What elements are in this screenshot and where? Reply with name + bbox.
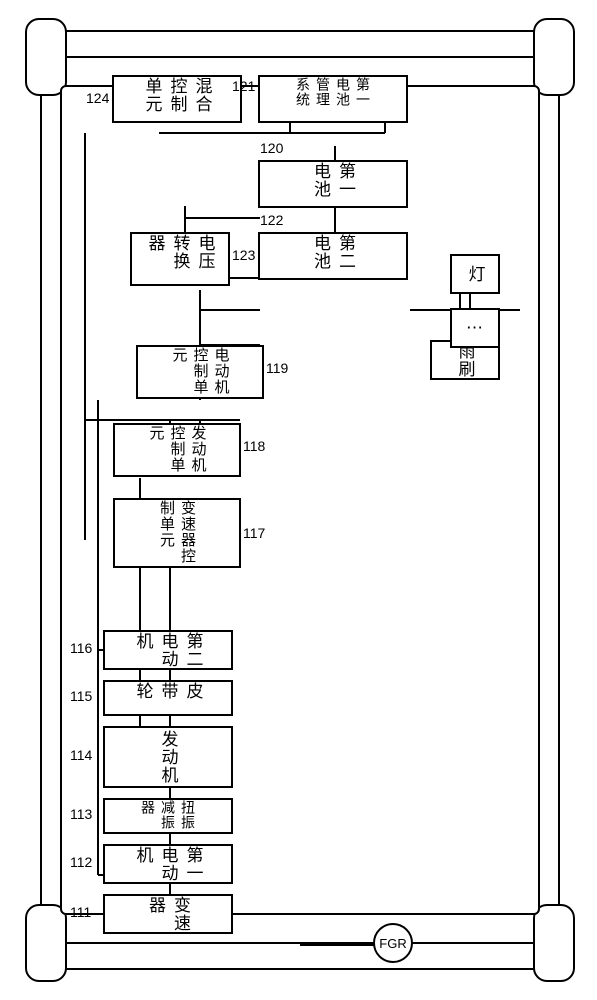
F-pul: 皮带轮 [103,680,233,716]
ft-tr: 变速器 [143,896,193,932]
F-tr: 变速器 [103,894,233,934]
FL121: 121 [232,78,255,94]
ft-m2: 第二电动机 [131,632,206,668]
F-hcu: 混合控制单元 [112,75,242,123]
ft-m1: 第一电动机 [131,846,206,882]
FL120: 120 [260,140,283,156]
diagram-canvas: 121 [0,0,597,1000]
ft-bms: 第一电池管理系统 [293,77,373,121]
F-ecu: 发动机控制单元 [113,423,241,477]
F-eng: 发动机 [103,726,233,788]
F-dmp: 扭振减振器 [103,798,233,834]
F-m2: 第二电动机 [103,630,233,670]
F-bms: 第一电池管理系统 [258,75,408,123]
FL112: 112 [70,854,92,870]
FL118: 118 [243,438,265,454]
ft-dt: ⋯ [466,318,484,338]
FL114: 114 [70,747,92,763]
ft-eng: 发动机 [156,730,181,784]
F-dots: ⋯ [450,308,500,348]
ft-ecu: 发动机控制单元 [146,425,209,475]
ft-b2: 第二电池 [308,234,358,278]
FL119: 119 [266,360,288,376]
ft-vc: 电压转换器 [143,234,218,284]
F-bat2: 第二电池 [258,232,408,280]
ft-b1: 第一电池 [308,162,358,206]
wheel-br [533,904,575,982]
ft-pul: 皮带轮 [131,682,206,714]
ft-mcu: 电动机控制单元 [169,347,232,397]
ft-lt: 灯 [463,265,488,283]
FL117: 117 [243,525,265,541]
FL116: 116 [70,640,92,656]
FL113: 113 [70,806,92,822]
F-vc: 电压转换器 [130,232,230,286]
wheel-tr [533,18,575,96]
fgr-text: FGR [379,936,406,951]
FL111: 111 [70,904,91,920]
wheel-bl [25,904,67,982]
ft-dmp: 扭振减振器 [138,800,198,832]
F-bat1: 第一电池 [258,160,408,208]
ft-hcu: 混合控制单元 [140,77,215,121]
F-m1: 第一电动机 [103,844,233,884]
wheel-tl [25,18,67,96]
FL123: 123 [232,247,255,263]
F-light: 灯 [450,254,500,294]
ft-tcu: 变速器控制单元 [156,500,198,566]
FL115: 115 [70,688,92,704]
fgr-circle: FGR [373,923,413,963]
FL122: 122 [260,212,283,228]
F-mcu: 电动机控制单元 [136,345,264,399]
F-tcu: 变速器控制单元 [113,498,241,568]
FL124: 124 [86,90,109,106]
